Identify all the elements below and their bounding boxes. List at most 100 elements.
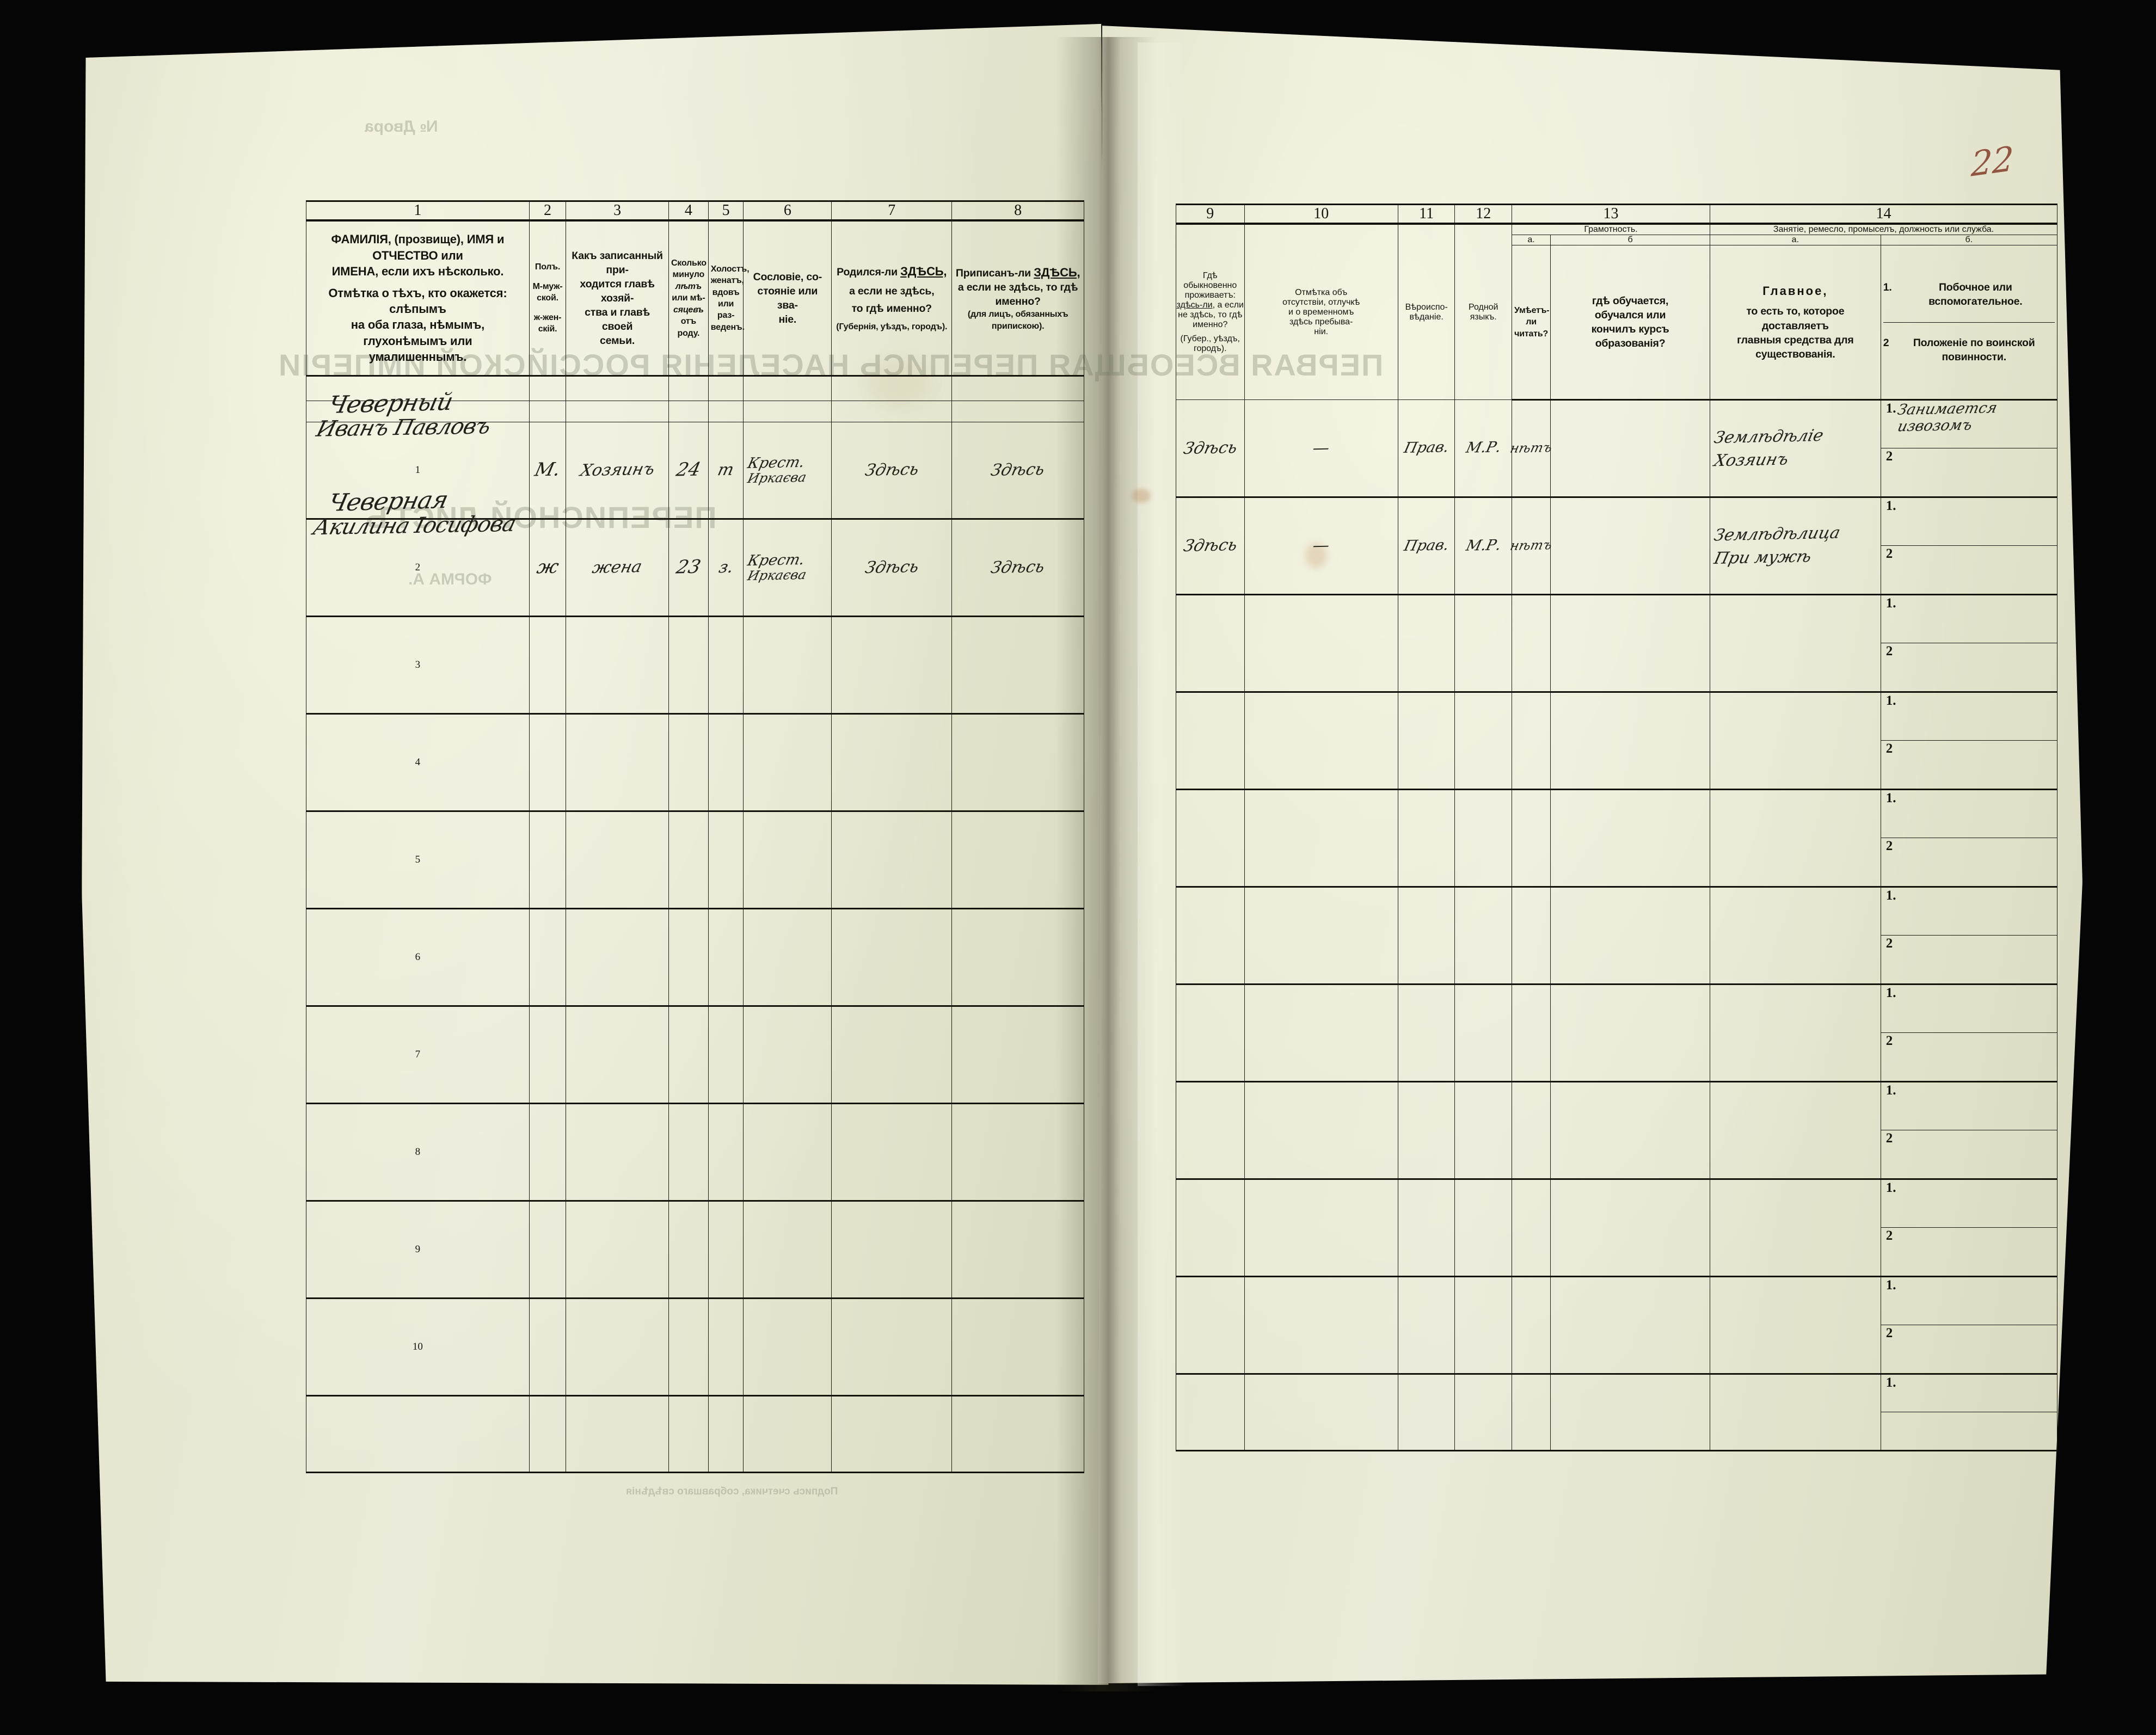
cell-age[interactable] <box>668 908 709 1007</box>
cell-literacy-read[interactable] <box>1512 1179 1551 1277</box>
cell-residence[interactable] <box>1176 1276 1245 1375</box>
cell-absence-note[interactable] <box>1244 1179 1398 1277</box>
cell-literacy-school[interactable] <box>1550 692 1710 790</box>
cell-residence[interactable] <box>1176 1081 1245 1180</box>
table-row[interactable]: 1. 2 <box>1176 1081 2058 1180</box>
cell-literacy-read[interactable] <box>1512 692 1551 790</box>
cell-military-status[interactable]: 2 <box>1881 936 2057 983</box>
cell-born-here[interactable] <box>831 1298 953 1396</box>
cell-age[interactable] <box>668 1395 709 1473</box>
cell-absence-note[interactable] <box>1244 692 1398 790</box>
cell-residence[interactable] <box>1176 789 1245 888</box>
cell-marital[interactable]: m <box>708 422 744 520</box>
cell-occupation-side[interactable]: 1. Занимается извозомъ 2 <box>1880 399 2058 498</box>
cell-military-status[interactable]: 2 <box>1881 741 2057 789</box>
cell-religion[interactable] <box>1397 1374 1455 1451</box>
table-row[interactable]: 6 <box>306 908 1084 1007</box>
cell-born-here[interactable] <box>831 1103 953 1202</box>
cell-religion[interactable] <box>1397 1276 1455 1375</box>
cell-sex[interactable] <box>529 1395 567 1473</box>
cell-registered-here[interactable] <box>951 713 1084 812</box>
cell-age[interactable] <box>668 1298 709 1396</box>
cell-military-status[interactable]: 2 <box>1881 1130 2057 1178</box>
cell-occupation-main[interactable] <box>1709 1374 1881 1451</box>
cell-relation[interactable] <box>566 616 669 715</box>
cell-absence-note[interactable] <box>1244 984 1398 1082</box>
cell-relation[interactable] <box>566 1298 669 1396</box>
cell-religion[interactable] <box>1397 984 1455 1082</box>
cell-estate[interactable] <box>743 1201 832 1299</box>
cell-occupation-side[interactable]: 1. 2 <box>1880 887 2058 985</box>
table-row[interactable]: 4 <box>306 713 1084 812</box>
cell-religion[interactable] <box>1397 789 1455 888</box>
cell-occupation-main[interactable] <box>1709 692 1881 790</box>
cell-estate[interactable] <box>743 713 832 812</box>
cell-marital[interactable] <box>708 1201 744 1299</box>
cell-military-status[interactable]: 2 <box>1881 1228 2057 1276</box>
cell-residence[interactable] <box>1176 594 1245 693</box>
cell-absence-note[interactable]: — <box>1244 399 1398 498</box>
cell-estate[interactable] <box>743 1006 832 1104</box>
cell-born-here[interactable] <box>831 1395 953 1473</box>
cell-literacy-school[interactable] <box>1550 1374 1710 1451</box>
cell-occupation-side[interactable]: 1. 2 <box>1880 789 2058 888</box>
table-row[interactable]: 8 <box>306 1103 1084 1202</box>
cell-occupation-side[interactable]: 1. 2 <box>1880 1081 2058 1180</box>
cell-age[interactable]: 24 <box>668 422 709 520</box>
cell-occupation-side[interactable]: 1. 2 <box>1880 594 2058 693</box>
cell-native-language[interactable] <box>1454 1276 1513 1375</box>
table-row[interactable]: 7 <box>306 1006 1084 1104</box>
table-row[interactable]: 5 <box>306 811 1084 909</box>
cell-literacy-school[interactable] <box>1550 789 1710 888</box>
cell-born-here[interactable] <box>831 908 953 1007</box>
cell-literacy-school[interactable] <box>1550 399 1710 498</box>
cell-absence-note[interactable] <box>1244 1374 1398 1451</box>
cell-estate[interactable] <box>743 811 832 909</box>
cell-literacy-school[interactable] <box>1550 887 1710 985</box>
cell-residence[interactable] <box>1176 887 1245 985</box>
cell-registered-here[interactable] <box>951 908 1084 1007</box>
cell-occupation-main[interactable]: Землѣдѣлица При мужѣ <box>1709 497 1881 595</box>
cell-sex[interactable] <box>529 1006 567 1104</box>
table-row-partial[interactable]: 1. <box>1176 1374 2058 1451</box>
cell-occupation-side[interactable]: 1. 2 <box>1880 984 2058 1082</box>
cell-marital[interactable] <box>708 616 744 715</box>
cell-born-here[interactable] <box>831 616 953 715</box>
cell-occupation-main[interactable] <box>1709 1276 1881 1375</box>
cell-residence[interactable] <box>1176 1374 1245 1451</box>
cell-religion[interactable] <box>1397 887 1455 985</box>
cell-religion[interactable]: Прав. <box>1397 497 1455 595</box>
cell-relation[interactable]: Хозяинъ <box>566 422 669 520</box>
cell-estate[interactable] <box>743 908 832 1007</box>
cell-age[interactable]: 23 <box>668 519 709 617</box>
cell-literacy-read[interactable] <box>1512 887 1551 985</box>
table-row[interactable]: 1. 2 <box>1176 984 2058 1082</box>
cell-registered-here[interactable] <box>951 616 1084 715</box>
cell-born-here[interactable] <box>831 1201 953 1299</box>
cell-sex[interactable] <box>529 1298 567 1396</box>
cell-sex[interactable] <box>529 616 567 715</box>
cell-literacy-read[interactable] <box>1512 594 1551 693</box>
cell-occupation-side[interactable]: 1. 2 <box>1880 497 2058 595</box>
cell-registered-here[interactable] <box>951 811 1084 909</box>
cell-born-here[interactable] <box>831 811 953 909</box>
cell-born-here[interactable]: Здѣсь <box>831 422 953 520</box>
cell-literacy-read[interactable]: нѣтъ <box>1509 399 1553 498</box>
cell-marital[interactable] <box>708 1395 744 1473</box>
cell-registered-here[interactable] <box>951 1201 1084 1299</box>
cell-age[interactable] <box>668 616 709 715</box>
cell-occupation-side-1[interactable]: 1. <box>1881 1375 2057 1412</box>
cell-relation[interactable] <box>566 1395 669 1473</box>
cell-relation[interactable] <box>566 1103 669 1202</box>
cell-native-language[interactable]: М.Р. <box>1454 497 1513 595</box>
cell-sex[interactable] <box>529 1201 567 1299</box>
cell-occupation-side-1[interactable]: 1. <box>1881 1180 2057 1228</box>
cell-marital[interactable] <box>708 1103 744 1202</box>
cell-occupation-side-1[interactable]: 1. <box>1881 595 2057 643</box>
cell-residence[interactable]: Здѣсь <box>1176 497 1245 595</box>
cell-absence-note[interactable] <box>1244 594 1398 693</box>
cell-literacy-school[interactable] <box>1550 594 1710 693</box>
cell-age[interactable] <box>668 811 709 909</box>
cell-registered-here[interactable] <box>951 1395 1084 1473</box>
cell-occupation-main[interactable] <box>1709 984 1881 1082</box>
